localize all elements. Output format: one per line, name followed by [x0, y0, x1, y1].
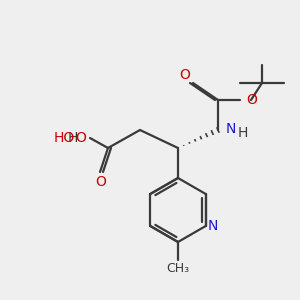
- Text: N: N: [226, 122, 236, 136]
- Text: O: O: [75, 131, 86, 145]
- Text: H: H: [68, 131, 78, 145]
- Text: O: O: [180, 68, 190, 82]
- Text: H: H: [238, 126, 248, 140]
- Text: N: N: [208, 219, 218, 233]
- Text: O: O: [246, 93, 257, 107]
- Text: CH₃: CH₃: [167, 262, 190, 275]
- Text: O: O: [96, 175, 106, 189]
- Text: HO: HO: [54, 131, 75, 145]
